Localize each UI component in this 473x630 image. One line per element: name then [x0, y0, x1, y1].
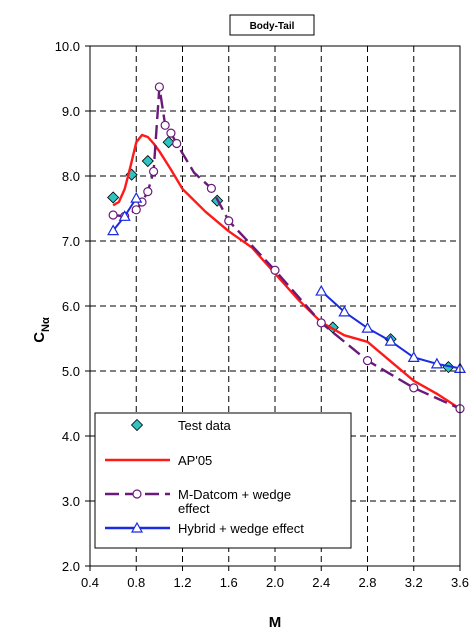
data-point-m-datcom	[409, 383, 419, 393]
data-point-hybrid	[130, 191, 143, 203]
chart-title: Body-Tail	[250, 21, 295, 32]
data-point-m-datcom	[143, 187, 153, 197]
data-point-m-datcom	[172, 138, 182, 149]
x-tick-label: 0.4	[81, 575, 99, 590]
series-ap05	[112, 133, 461, 410]
y-axis-title: CNα	[31, 317, 52, 343]
series-m-datcom	[108, 82, 465, 414]
data-point-hybrid	[407, 351, 420, 362]
data-point-hybrid	[107, 224, 120, 236]
x-tick-label: 0.8	[127, 575, 145, 590]
y-axis-title-subscript: Nα	[40, 317, 52, 332]
plot-frame	[89, 45, 461, 567]
data-point-test-data	[107, 191, 120, 204]
data-point-hybrid	[118, 210, 131, 221]
y-tick-label: 6.0	[62, 299, 80, 314]
legend-label: Hybrid + wedge effect	[178, 521, 304, 536]
data-point-test-data	[141, 154, 154, 168]
plot-series	[107, 82, 467, 414]
data-point-m-datcom	[362, 356, 373, 366]
data-point-m-datcom	[148, 166, 159, 177]
y-tick-label: 8.0	[62, 169, 80, 184]
y-axis-title-main: C	[31, 332, 48, 343]
y-tick-label: 4.0	[62, 429, 80, 444]
data-point-test-data	[162, 136, 175, 149]
x-tick-label: 2.8	[358, 575, 376, 590]
x-tick-label: 2.4	[312, 575, 330, 590]
legend-marker	[130, 521, 144, 533]
x-tick-label: 1.2	[173, 575, 191, 590]
y-tick-label: 3.0	[62, 494, 80, 509]
data-point-hybrid	[338, 305, 351, 317]
legend-item-ap05: AP'05	[105, 453, 212, 468]
data-point-hybrid	[361, 321, 374, 333]
data-point-m-datcom	[131, 205, 141, 215]
legend-label: M-Datcom + wedge effect	[178, 487, 291, 516]
x-tick-label: 3.2	[405, 575, 423, 590]
data-point-hybrid	[315, 284, 328, 296]
y-tick-label: 7.0	[62, 234, 80, 249]
data-point-m-datcom	[108, 210, 118, 220]
series-hybrid	[107, 191, 467, 373]
data-point-m-datcom	[224, 216, 234, 226]
legend-item-m-datcom: M-Datcom + wedge effect	[105, 487, 291, 516]
legend-item-test-data: Test data	[130, 418, 232, 433]
legend-label: AP'05	[178, 453, 212, 468]
legend-entries: Test data AP'05 M-Datcom + wedge effect Hybr…	[105, 418, 304, 536]
data-point-m-datcom	[206, 183, 217, 193]
legend-marker	[132, 489, 142, 499]
y-axis-title-group: CNα	[31, 317, 52, 343]
y-tick-label: 5.0	[62, 364, 80, 379]
data-point-m-datcom	[160, 120, 170, 130]
legend-marker	[130, 418, 144, 432]
legend-item-hybrid: Hybrid + wedge effect	[105, 521, 304, 536]
data-point-m-datcom	[166, 128, 176, 138]
y-tick-label: 2.0	[62, 559, 80, 574]
y-tick-label: 10.0	[55, 39, 80, 54]
data-point-m-datcom	[270, 265, 280, 275]
chart-title-box	[229, 14, 315, 36]
series-line-ap05	[112, 133, 461, 410]
x-tick-label: 1.6	[220, 575, 238, 590]
legend-label: Test data	[178, 418, 232, 433]
legend-label-line: M-Datcom + wedge	[178, 487, 291, 502]
legend-label-line: effect	[178, 501, 210, 516]
data-point-m-datcom	[154, 82, 164, 92]
data-point-hybrid	[384, 334, 397, 346]
x-tick-label: 3.6	[451, 575, 469, 590]
legend: Test data AP'05 M-Datcom + wedge effect Hybr…	[94, 412, 352, 549]
x-tick-label: 2.0	[266, 575, 284, 590]
data-point-hybrid	[430, 357, 443, 369]
x-axis-title: M	[269, 614, 282, 630]
data-point-m-datcom	[316, 318, 326, 328]
y-tick-label: 9.0	[62, 104, 80, 119]
tick-labels: 0.4 0.8 1.2 1.6 2.0 2.4 2.8 3.2 3.6 2.0 3.0 4.0 5.0 6…	[55, 39, 469, 590]
